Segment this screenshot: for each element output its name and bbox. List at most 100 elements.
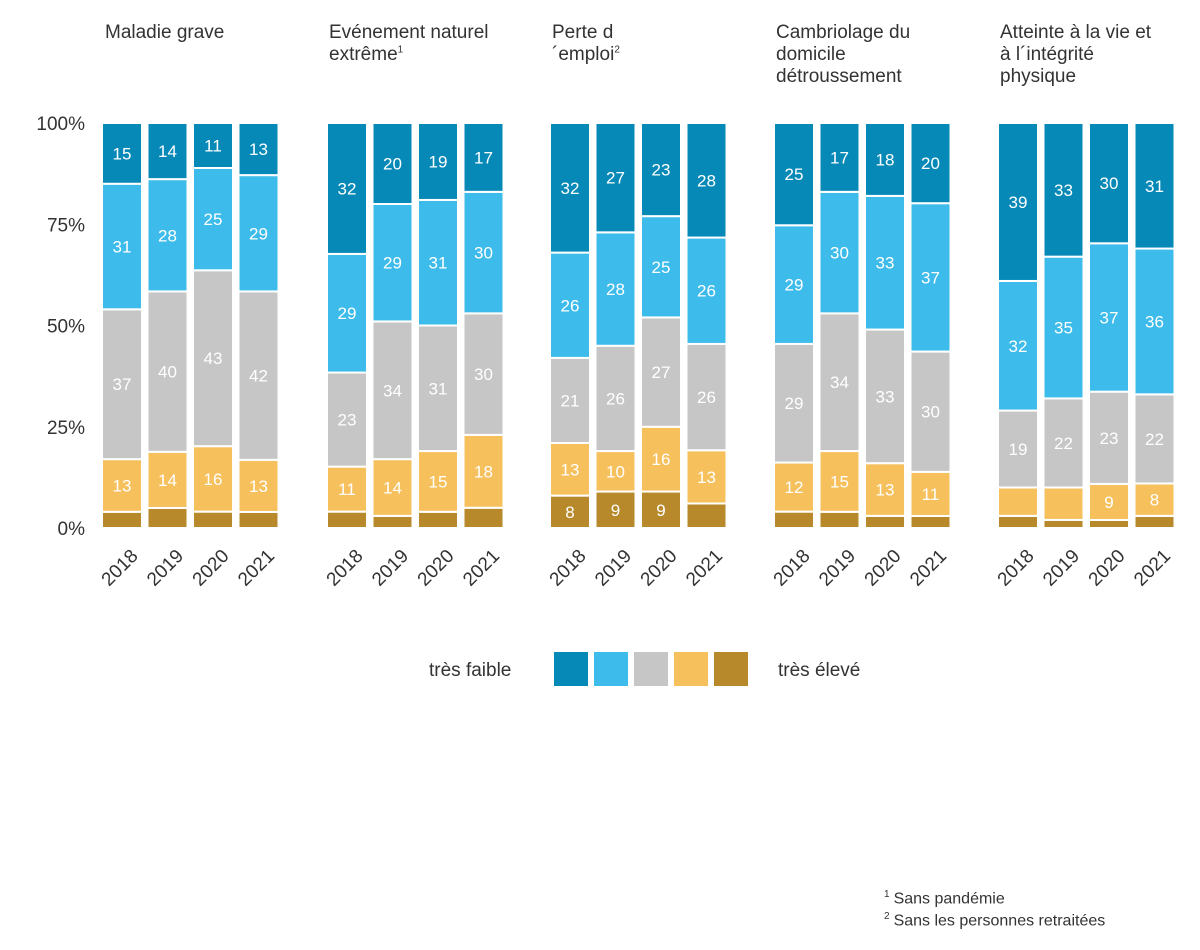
x-tick-label: 2019 bbox=[591, 546, 636, 591]
data-label: 8 bbox=[565, 503, 574, 522]
bar-segment bbox=[1042, 518, 1085, 530]
x-tick-label: 2019 bbox=[143, 546, 188, 591]
bar-segment bbox=[773, 342, 815, 464]
bar-segment bbox=[773, 224, 815, 345]
bar-segment bbox=[818, 190, 861, 315]
data-label: 31 bbox=[429, 254, 448, 273]
bar-segment bbox=[417, 450, 459, 513]
bar-segment bbox=[237, 458, 280, 513]
footnote-2: 2 Sans les personnes retraitées bbox=[884, 908, 1105, 930]
x-tick-label: 2020 bbox=[637, 546, 682, 591]
bar-segment bbox=[997, 486, 1039, 517]
data-label: 25 bbox=[652, 258, 671, 277]
panel-title-text: Maladie grave bbox=[105, 22, 225, 43]
bar-segment bbox=[192, 122, 234, 169]
bar-segment bbox=[909, 202, 952, 353]
bar-segment bbox=[640, 122, 682, 218]
x-tick-label: 2020 bbox=[189, 546, 234, 591]
y-tick-label: 25% bbox=[47, 418, 85, 439]
bar-segment bbox=[594, 122, 637, 234]
footnote-text: Sans les personnes retraitées bbox=[893, 912, 1106, 930]
bar-segment bbox=[417, 510, 459, 529]
panel-2: 11 23 29 32 2018 14 34 29 20 2019 15 31 31 19 2020 18 30… bbox=[323, 122, 505, 590]
bar-segment bbox=[773, 461, 815, 513]
bar-segment bbox=[1042, 122, 1085, 258]
bar-segment bbox=[101, 510, 143, 529]
panel-title-text: Atteinte à la vie et à l´intégrité physi… bbox=[1000, 22, 1152, 87]
bar-segment bbox=[773, 122, 815, 227]
data-label: 26 bbox=[561, 296, 580, 315]
data-label: 23 bbox=[338, 411, 357, 430]
y-axis: 0% 25% 50% 75% 100% bbox=[36, 114, 85, 540]
data-label: 36 bbox=[1145, 312, 1164, 331]
footnote-ref: 1 bbox=[397, 44, 404, 56]
bar-segment bbox=[685, 502, 728, 530]
data-label: 37 bbox=[113, 375, 132, 394]
bar-segment bbox=[192, 269, 234, 448]
data-label: 37 bbox=[921, 268, 940, 287]
y-tick-label: 75% bbox=[47, 215, 85, 236]
bar-segment bbox=[462, 433, 505, 509]
footnote-1: 1 Sans pandémie bbox=[884, 886, 1105, 908]
y-tick-label: 100% bbox=[36, 114, 85, 135]
panel-title-text: Cambriolage du domicile détroussement bbox=[776, 22, 911, 87]
bar-segment bbox=[1042, 397, 1085, 489]
data-label: 13 bbox=[113, 476, 132, 495]
bar-segment bbox=[773, 510, 815, 529]
data-label: 13 bbox=[697, 468, 716, 487]
data-label: 37 bbox=[1100, 308, 1119, 327]
bar-segment bbox=[237, 510, 280, 529]
panel-title-evenement: Evénement naturel extrême1 bbox=[329, 22, 529, 66]
stacked-bar-chart: 0%25%50%75%100% 133731152018144028142019… bbox=[36, 114, 1176, 591]
x-tick-label: 2018 bbox=[546, 546, 591, 591]
data-label: 43 bbox=[204, 349, 223, 368]
x-tick-label: 2021 bbox=[1130, 546, 1175, 591]
bar-segment bbox=[371, 514, 414, 529]
panel-4: 12 29 29 25 2018 15 34 30 17 2019 13 33 33 18 2020 11 30… bbox=[770, 122, 952, 591]
data-label: 30 bbox=[474, 365, 493, 384]
bar-segment bbox=[864, 462, 906, 517]
data-label: 21 bbox=[561, 391, 580, 410]
data-label: 18 bbox=[474, 462, 493, 481]
bar-segment bbox=[1042, 486, 1085, 521]
bar-segment bbox=[594, 231, 637, 347]
bar-segment bbox=[326, 252, 368, 374]
data-label: 13 bbox=[249, 140, 268, 159]
bar-segment bbox=[549, 441, 591, 497]
data-label: 13 bbox=[876, 481, 895, 500]
data-label: 23 bbox=[652, 161, 671, 180]
x-tick-label: 2019 bbox=[815, 546, 860, 591]
panel-title-atteinte: Atteinte à la vie et à l´intégrité physi… bbox=[1000, 22, 1165, 88]
data-label: 30 bbox=[830, 244, 849, 263]
data-label: 32 bbox=[338, 179, 357, 198]
x-tick-label: 2021 bbox=[906, 546, 951, 591]
bar-segment bbox=[417, 122, 459, 201]
panel-3: 8 13 21 26 32 2018 9 10 26 28 27 2019 9 16 27 25 23 2020 1… bbox=[546, 122, 728, 591]
bar-segment bbox=[909, 122, 952, 205]
legend-swatch-high bbox=[674, 652, 708, 686]
data-label: 14 bbox=[158, 471, 177, 490]
bar-segment bbox=[909, 514, 952, 529]
data-label: 12 bbox=[785, 478, 804, 497]
bar-segment bbox=[549, 356, 591, 444]
footnote-ref: 2 bbox=[614, 44, 620, 56]
data-label: 33 bbox=[876, 387, 895, 406]
bar-segment bbox=[997, 279, 1039, 412]
data-label: 10 bbox=[606, 462, 625, 481]
panel-title-text: Perte d´emploi bbox=[552, 22, 615, 65]
bar-segment bbox=[1088, 390, 1130, 485]
data-label: 39 bbox=[1009, 193, 1028, 212]
data-label: 20 bbox=[921, 154, 940, 173]
data-label: 26 bbox=[606, 389, 625, 408]
bar-segment bbox=[818, 510, 861, 529]
bar-segment bbox=[237, 174, 280, 293]
data-label: 9 bbox=[1104, 493, 1113, 512]
data-label: 28 bbox=[697, 171, 716, 190]
bar-segment bbox=[549, 122, 591, 254]
bar-segment bbox=[192, 510, 234, 529]
data-label: 8 bbox=[1150, 491, 1159, 510]
data-label: 13 bbox=[561, 460, 580, 479]
footnotes: 1 Sans pandémie 2 Sans les personnes retra… bbox=[884, 886, 1105, 931]
plot-area: 1337311520181440281420191643251120201342… bbox=[98, 122, 1176, 591]
data-label: 9 bbox=[611, 501, 620, 520]
